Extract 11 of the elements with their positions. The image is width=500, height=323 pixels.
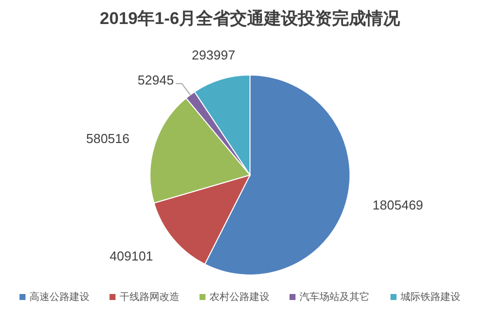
data-label: 52945 [138,72,174,88]
chart-title: 2019年1-6月全省交通建设投资完成情况 [100,9,402,28]
data-label: 409101 [110,248,154,264]
data-label: 1805469 [372,197,424,212]
legend-label: 高速公路建设 [30,291,90,303]
legend-label: 汽车场站及其它 [300,291,370,303]
legend-label: 干线路网改造 [120,291,180,303]
data-label: 293997 [192,47,236,62]
legend-label: 农村公路建设 [210,291,270,303]
legend-label: 城际铁路建设 [400,291,460,303]
data-label: 580516 [86,131,130,146]
